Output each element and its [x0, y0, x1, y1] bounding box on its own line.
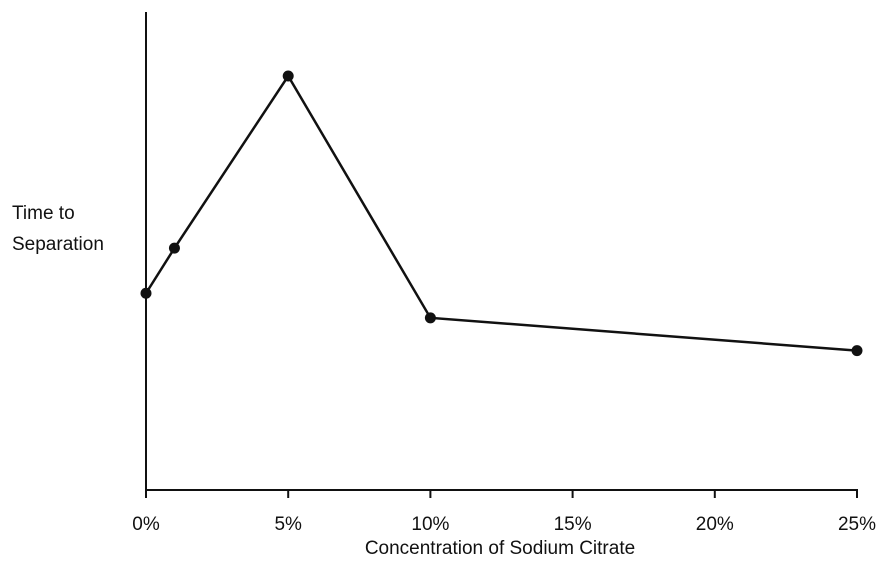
series — [140, 70, 863, 357]
x-tick-label: 15% — [554, 514, 592, 535]
axes — [145, 12, 858, 491]
data-point — [140, 287, 152, 299]
x-tick-label: 10% — [411, 514, 449, 535]
x-tick-label: 5% — [274, 514, 302, 535]
x-tick-label: 25% — [838, 514, 876, 535]
data-point — [424, 312, 436, 324]
series-line — [144, 73, 858, 352]
x-tick-label: 20% — [696, 514, 734, 535]
x-tick-label: 0% — [132, 514, 160, 535]
x-ticks: 0% 5% 10% 15% 20% 25% — [132, 490, 876, 535]
x-axis-title: Concentration of Sodium Citrate — [365, 538, 635, 559]
y-axis-title-line-1: Time to — [12, 203, 75, 224]
data-point — [168, 242, 180, 254]
data-point — [282, 70, 294, 82]
data-point — [851, 345, 863, 357]
y-axis-title-line-2: Separation — [12, 234, 104, 255]
